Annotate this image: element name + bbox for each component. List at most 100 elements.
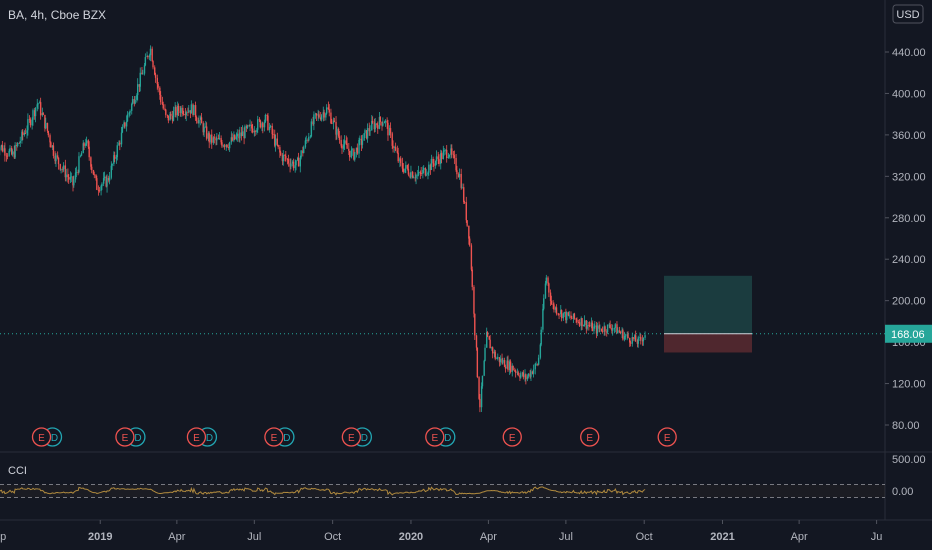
- candle-body: [78, 156, 80, 173]
- candle-body: [637, 337, 639, 344]
- candle-body: [356, 147, 359, 154]
- candle-body: [93, 174, 95, 176]
- candle-body: [530, 371, 532, 377]
- candle-body: [55, 155, 57, 162]
- candle-body: [8, 150, 10, 156]
- candle-body: [300, 150, 302, 158]
- candle-body: [245, 126, 248, 128]
- candle-body: [340, 139, 342, 146]
- candle-body: [576, 319, 578, 323]
- candle-body: [23, 133, 26, 135]
- candle-body: [34, 107, 37, 117]
- candle-body: [440, 153, 443, 160]
- candle-body: [192, 104, 194, 115]
- cci-tick-label: 0.00: [892, 486, 913, 498]
- candle-body: [49, 135, 51, 143]
- last-price-tag: [885, 324, 932, 343]
- candle-body: [509, 361, 512, 372]
- candle-body: [72, 176, 74, 186]
- candle-body: [433, 163, 435, 166]
- candle-body: [295, 160, 297, 166]
- candle-body: [562, 313, 565, 319]
- candle-body: [325, 113, 327, 118]
- candle-body: [377, 125, 379, 129]
- candle-body: [573, 313, 576, 319]
- candle-body: [180, 107, 182, 114]
- candle-body: [199, 117, 202, 120]
- candle-body: [39, 102, 41, 104]
- candle-body: [512, 365, 514, 371]
- price-tick-label: 320.00: [892, 171, 926, 183]
- candle-body: [142, 73, 144, 75]
- candle-body: [162, 104, 164, 109]
- candle-body: [310, 121, 313, 137]
- candle-body: [279, 147, 281, 153]
- currency-button[interactable]: USD: [892, 4, 924, 24]
- candle-body: [320, 117, 322, 120]
- candle-body: [239, 132, 241, 139]
- candle-body: [328, 109, 330, 113]
- candle-body: [305, 139, 307, 141]
- candle-body: [0, 145, 3, 148]
- candle-body: [317, 114, 319, 116]
- price-tick-label: 400.00: [892, 88, 926, 100]
- candle-body: [18, 142, 21, 144]
- candle-body: [210, 134, 212, 143]
- candle-body: [455, 157, 457, 171]
- candle-body: [428, 164, 430, 173]
- candle-body: [507, 360, 509, 371]
- candle-body: [519, 375, 521, 378]
- candle-body: [50, 142, 52, 148]
- candle-body: [434, 160, 437, 166]
- candle-body: [67, 174, 69, 178]
- candle-body: [473, 286, 475, 314]
- candle-body: [266, 114, 268, 116]
- cci-label: CCI: [8, 465, 27, 477]
- candle-body: [641, 339, 644, 342]
- candle-body: [353, 149, 355, 160]
- candle-body: [595, 325, 598, 334]
- candle-body: [308, 136, 310, 141]
- candle-body: [28, 119, 31, 120]
- candle-body: [143, 65, 146, 74]
- candle-body: [632, 337, 634, 340]
- candle-body: [272, 134, 274, 135]
- time-tick-label: Sep: [0, 531, 6, 543]
- position-tool[interactable]: [664, 275, 752, 353]
- candle-body: [75, 171, 78, 173]
- candle-body: [235, 136, 238, 140]
- candle-body: [52, 145, 55, 156]
- candle-body: [502, 360, 504, 363]
- candle-body: [591, 322, 593, 332]
- candle-body: [171, 115, 174, 121]
- candle-body: [604, 326, 606, 332]
- candle-body: [383, 121, 386, 124]
- candle-body: [129, 110, 131, 113]
- earnings-marker: [502, 427, 522, 447]
- candle-body: [103, 176, 106, 179]
- candle-body: [238, 133, 240, 139]
- candle-body: [217, 138, 220, 140]
- candle-body: [566, 312, 568, 321]
- candle-body: [182, 114, 185, 115]
- candle-body: [211, 134, 213, 143]
- candle-body: [430, 158, 433, 171]
- candle-body: [609, 324, 611, 329]
- candle-body: [146, 56, 148, 58]
- dividend-marker-label: D: [206, 433, 213, 444]
- earnings-marker: [657, 427, 677, 447]
- candle-body: [179, 111, 181, 114]
- earnings-marker-label: E: [431, 433, 438, 444]
- candle-body: [479, 398, 481, 408]
- candle-body: [474, 313, 476, 336]
- candle-body: [11, 147, 13, 155]
- candle-body: [297, 157, 299, 161]
- candle-body: [251, 128, 254, 133]
- candle-body: [373, 122, 376, 130]
- candle-body: [59, 164, 61, 170]
- candle-body: [381, 121, 383, 126]
- candle-body: [590, 322, 593, 327]
- candle-body: [26, 130, 28, 134]
